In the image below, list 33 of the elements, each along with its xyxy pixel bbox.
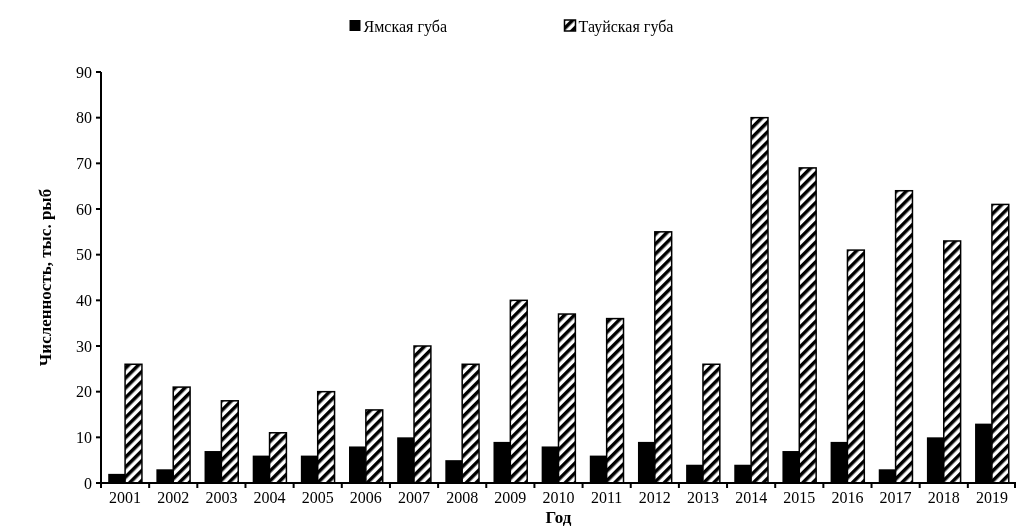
x-tick-label: 2013 — [686, 489, 719, 506]
y-tick-label: 20 — [76, 383, 92, 401]
x-tick-label: 2017 — [879, 489, 912, 506]
x-tick-label: 2016 — [831, 489, 864, 506]
x-tick-label: 2019 — [975, 489, 1008, 506]
y-axis-title: Численность, тыс. рыб — [36, 188, 55, 367]
y-tick-label: 60 — [76, 200, 92, 218]
legend-label: Ямская губа — [363, 17, 447, 36]
legend-label: Тауйская губа — [578, 17, 674, 36]
y-tick-label: 90 — [76, 63, 92, 81]
x-tick-label: 2004 — [253, 489, 286, 506]
y-tick-label: 50 — [76, 246, 92, 264]
y-tick-label: 40 — [76, 291, 92, 309]
y-tick-label: 0 — [84, 474, 92, 492]
x-tick-label: 2001 — [109, 489, 142, 506]
x-tick-label: 2014 — [735, 489, 768, 506]
x-tick-label: 2015 — [783, 489, 816, 506]
x-axis-title: Год — [545, 508, 572, 527]
x-tick-label: 2002 — [157, 489, 190, 506]
x-tick-label: 2003 — [205, 489, 238, 506]
x-tick-label: 2009 — [494, 489, 527, 506]
y-tick-label: 70 — [76, 154, 92, 172]
x-tick-label: 2007 — [398, 489, 431, 506]
y-tick-label: 30 — [76, 337, 92, 355]
x-tick-label: 2010 — [542, 489, 575, 506]
x-tick-label: 2018 — [927, 489, 960, 506]
y-tick-label: 10 — [76, 428, 92, 446]
x-tick-label: 2006 — [349, 489, 382, 506]
x-tick-label: 2011 — [590, 489, 623, 506]
x-tick-label: 2012 — [638, 489, 671, 506]
x-tick-label: 2005 — [301, 489, 334, 506]
y-tick-label: 80 — [76, 109, 92, 127]
x-tick-label: 2008 — [446, 489, 479, 506]
